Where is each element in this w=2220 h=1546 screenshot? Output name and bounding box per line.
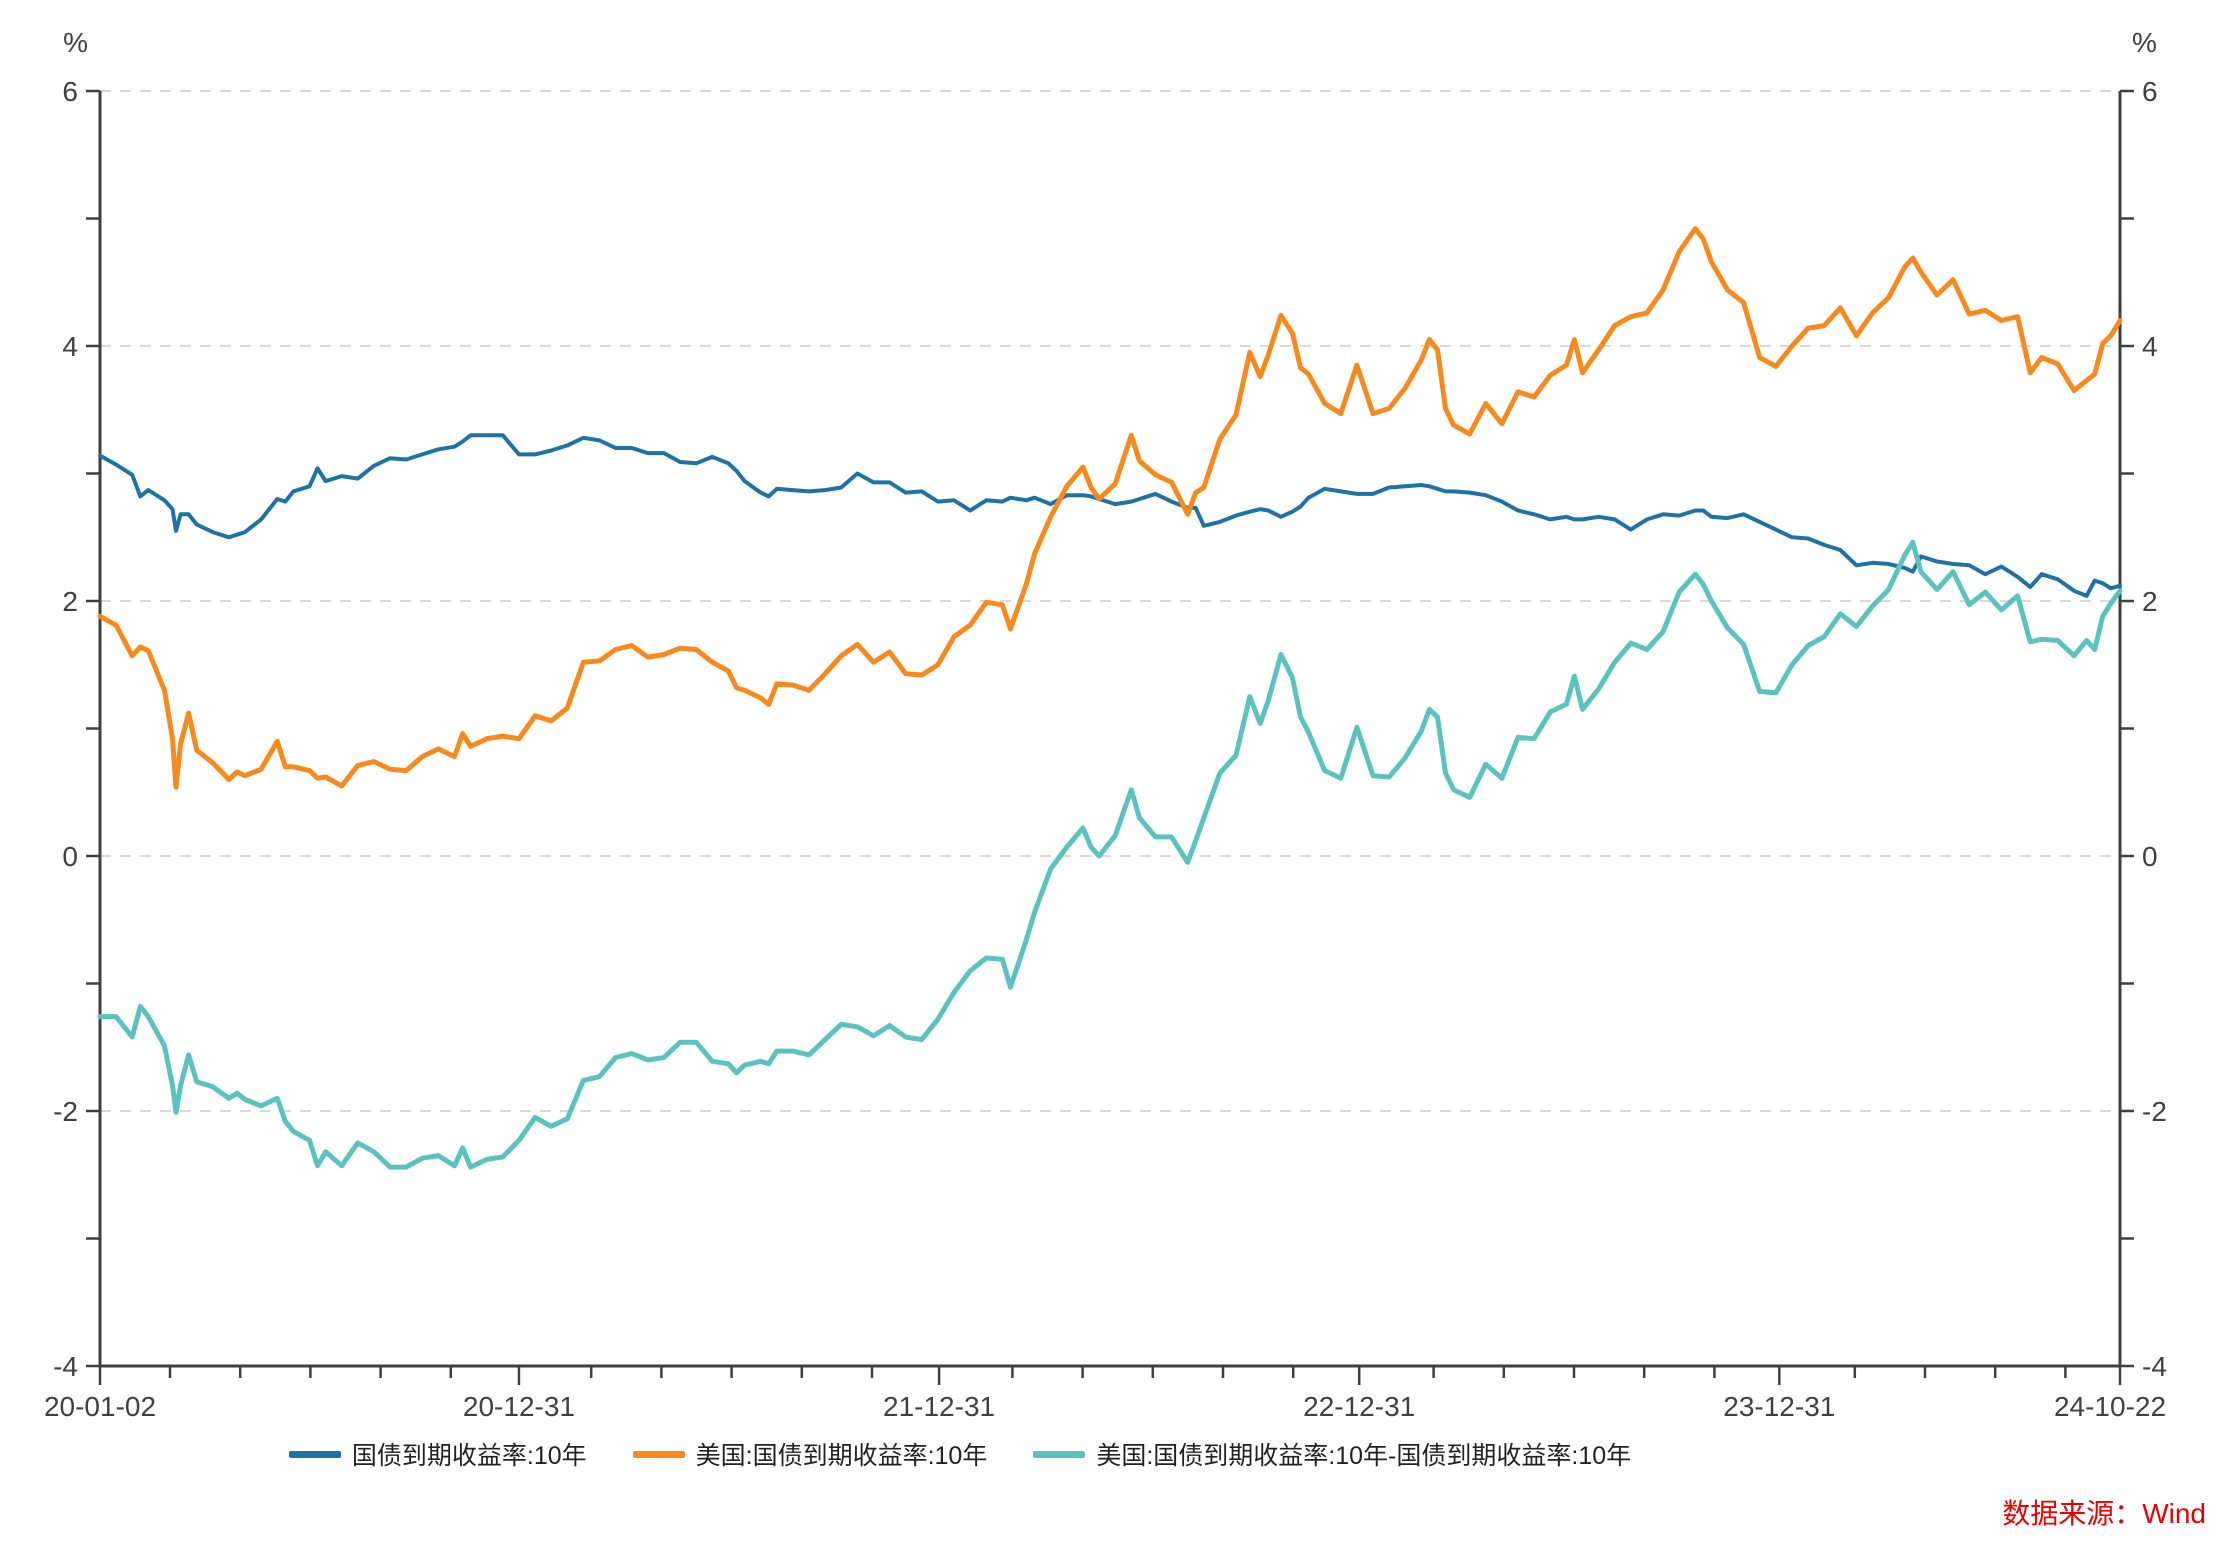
legend-label-china-yield: 国债到期收益率:10年 xyxy=(351,1442,587,1470)
y-tick-label-right: 2 xyxy=(2142,586,2158,617)
legend-swatch-us-yield xyxy=(632,1450,685,1458)
legend: 国债到期收益率:10年 美国:国债到期收益率:10年 美国:国债到期收益率:10… xyxy=(0,1436,2220,1472)
series-line-2 xyxy=(97,539,2123,1170)
x-tick-label: 22-12-31 xyxy=(1303,1391,1415,1422)
y-tick-label-left: 6 xyxy=(62,76,78,107)
x-tick-label: 20-01-02 xyxy=(44,1391,156,1422)
y-tick-label-left: -2 xyxy=(53,1096,78,1127)
legend-item-spread: 美国:国债到期收益率:10年-国债到期收益率:10年 xyxy=(1033,1436,1631,1472)
x-tick-label: 20-12-31 xyxy=(463,1391,575,1422)
x-tick-label: 21-12-31 xyxy=(883,1391,995,1422)
y-tick-label-left: 0 xyxy=(62,841,78,872)
y-tick-label-left: -4 xyxy=(53,1351,78,1382)
y-tick-label-right: 6 xyxy=(2142,76,2158,107)
legend-item-us-yield: 美国:国债到期收益率:10年 xyxy=(632,1436,988,1472)
y-tick-label-left: 4 xyxy=(62,331,78,362)
legend-label-spread: 美国:国债到期收益率:10年-国债到期收益率:10年 xyxy=(1096,1442,1632,1470)
x-tick-label: 23-12-31 xyxy=(1723,1391,1835,1422)
series-line-1 xyxy=(97,226,2123,790)
y-tick-label-right: 0 xyxy=(2142,841,2158,872)
y-axis-unit-left: % xyxy=(63,27,88,58)
y-axis-unit-right: % xyxy=(2132,27,2157,58)
x-tick-label: 24-10-22 xyxy=(2054,1391,2166,1422)
series-line-0 xyxy=(98,433,2122,598)
legend-label-us-yield: 美国:国债到期收益率:10年 xyxy=(695,1442,988,1470)
y-tick-label-right: -4 xyxy=(2142,1351,2167,1382)
legend-swatch-china-yield xyxy=(288,1450,341,1458)
legend-swatch-spread xyxy=(1033,1450,1086,1458)
data-source-note: 数据来源：Wind xyxy=(2002,1498,2206,1529)
legend-item-china-yield: 国债到期收益率:10年 xyxy=(288,1436,587,1472)
y-tick-label-right: 4 xyxy=(2142,331,2158,362)
y-tick-label-left: 2 xyxy=(62,586,78,617)
y-tick-label-right: -2 xyxy=(2142,1096,2167,1127)
